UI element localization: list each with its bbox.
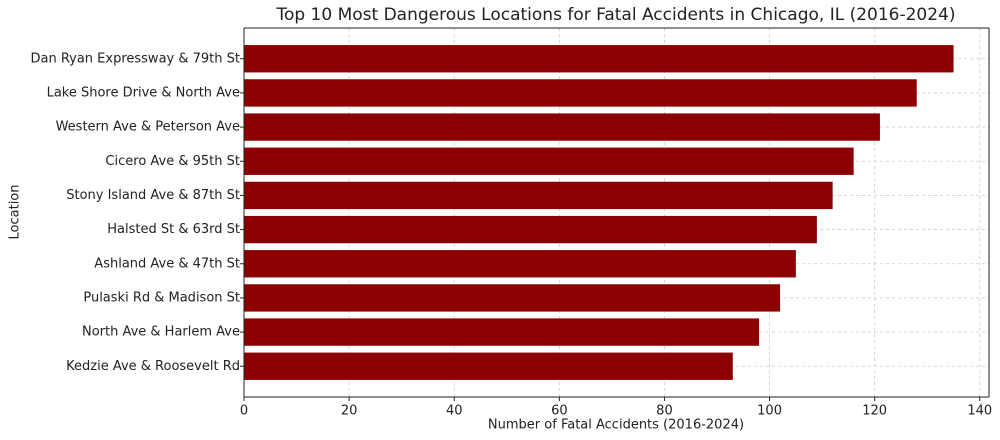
x-tick-label: 120 <box>862 404 887 419</box>
bar <box>244 147 854 175</box>
y-tick-label: Pulaski Rd & Madison St <box>83 290 240 305</box>
y-tick-label: Ashland Ave & 47th St <box>94 256 240 271</box>
x-tick-label: 100 <box>757 404 782 419</box>
bar <box>244 79 917 107</box>
bar <box>244 45 954 73</box>
y-tick-label: Lake Shore Drive & North Ave <box>47 85 240 100</box>
y-tick-label: Dan Ryan Expressway & 79th St <box>30 51 240 66</box>
bar <box>244 113 880 141</box>
x-tick-label: 40 <box>446 404 463 419</box>
bar <box>244 181 833 210</box>
bar <box>244 284 781 312</box>
y-tick-label: Cicero Ave & 95th St <box>105 154 240 169</box>
y-tick-label: Kedzie Ave & Roosevelt Rd <box>66 359 240 374</box>
bar <box>244 352 733 380</box>
y-tick-label: Western Ave & Peterson Ave <box>56 120 240 135</box>
chart-title: Top 10 Most Dangerous Locations for Fata… <box>275 5 955 25</box>
y-tick-label: Stony Island Ave & 87th St <box>66 188 240 203</box>
bar <box>244 250 796 278</box>
x-tick-label: 140 <box>967 404 992 419</box>
bar <box>244 215 817 244</box>
x-tick-label: 0 <box>240 404 248 419</box>
y-tick-label: Halsted St & 63rd St <box>107 222 240 237</box>
bar <box>244 318 760 346</box>
x-axis-label: Number of Fatal Accidents (2016-2024) <box>488 418 744 433</box>
x-tick-label: 60 <box>551 404 568 419</box>
x-tick-label: 20 <box>341 404 358 419</box>
y-tick-label: North Ave & Harlem Ave <box>82 325 240 340</box>
y-axis-label: Location <box>8 185 23 240</box>
x-tick-label: 80 <box>656 404 673 419</box>
